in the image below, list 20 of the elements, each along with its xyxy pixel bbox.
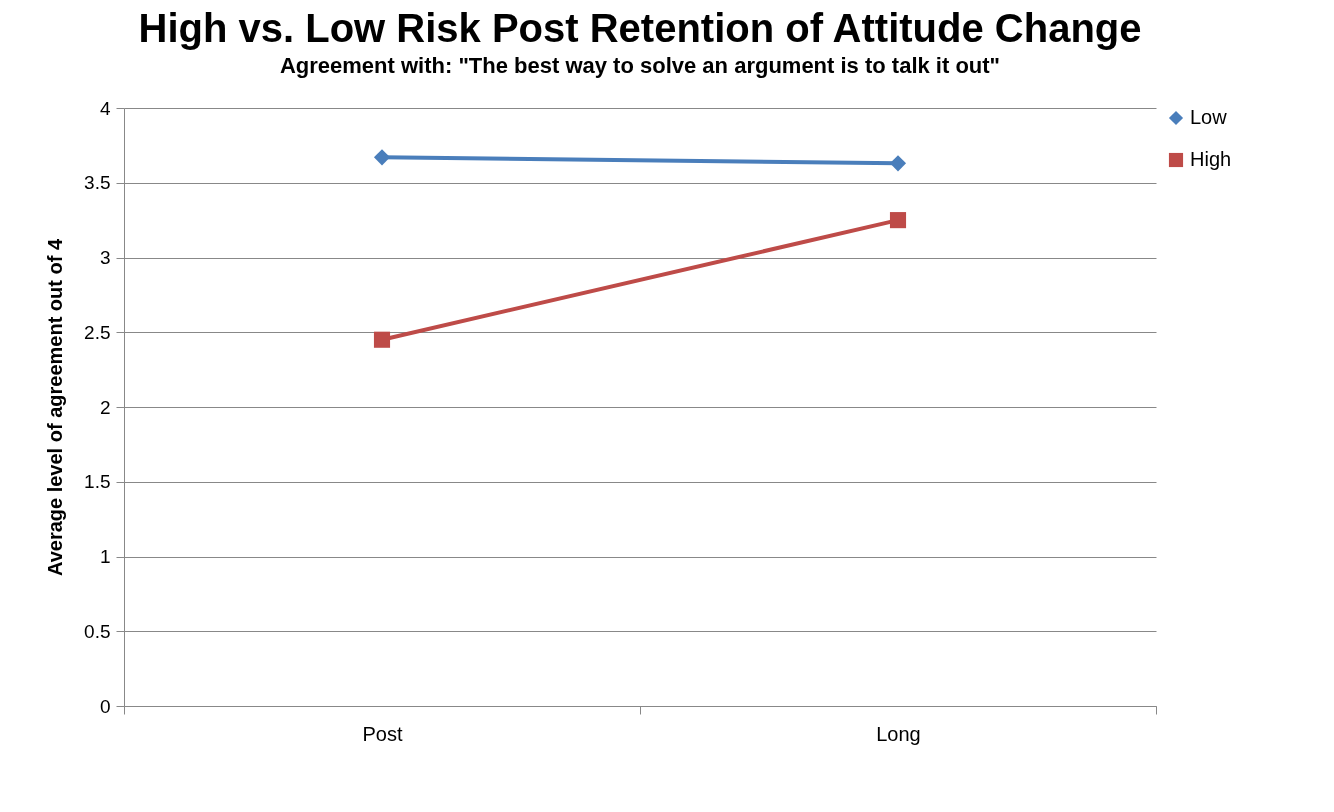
legend-label: High [1190, 148, 1232, 170]
x-tick-label: Long [876, 722, 921, 745]
y-tick-label: 0.5 [84, 620, 111, 642]
y-tick-label: 1.5 [84, 471, 111, 493]
y-tick-label: 3.5 [84, 172, 111, 194]
y-tick-label: 2 [99, 396, 111, 418]
legend-label: Low [1190, 106, 1228, 128]
point [889, 155, 907, 172]
y-tick-label: 0 [99, 695, 111, 717]
y-tick-label: 1 [99, 546, 111, 567]
y-tick-label: 2.5 [84, 321, 111, 343]
point [889, 212, 907, 229]
y-tick-label: 4 [99, 97, 111, 119]
point [373, 331, 391, 348]
chart-title: High vs. Low Risk Post Retention of Attitude Change [138, 6, 1142, 50]
y-axis-title: Average level of agreement out of 4 [44, 238, 67, 577]
y-tick-label: 3 [99, 247, 111, 268]
x-tick-label: Post [362, 722, 403, 745]
chart-subtitle: Agreement with: "The best way to solve an argument is to talk it out" [279, 53, 1001, 78]
point [373, 149, 391, 166]
